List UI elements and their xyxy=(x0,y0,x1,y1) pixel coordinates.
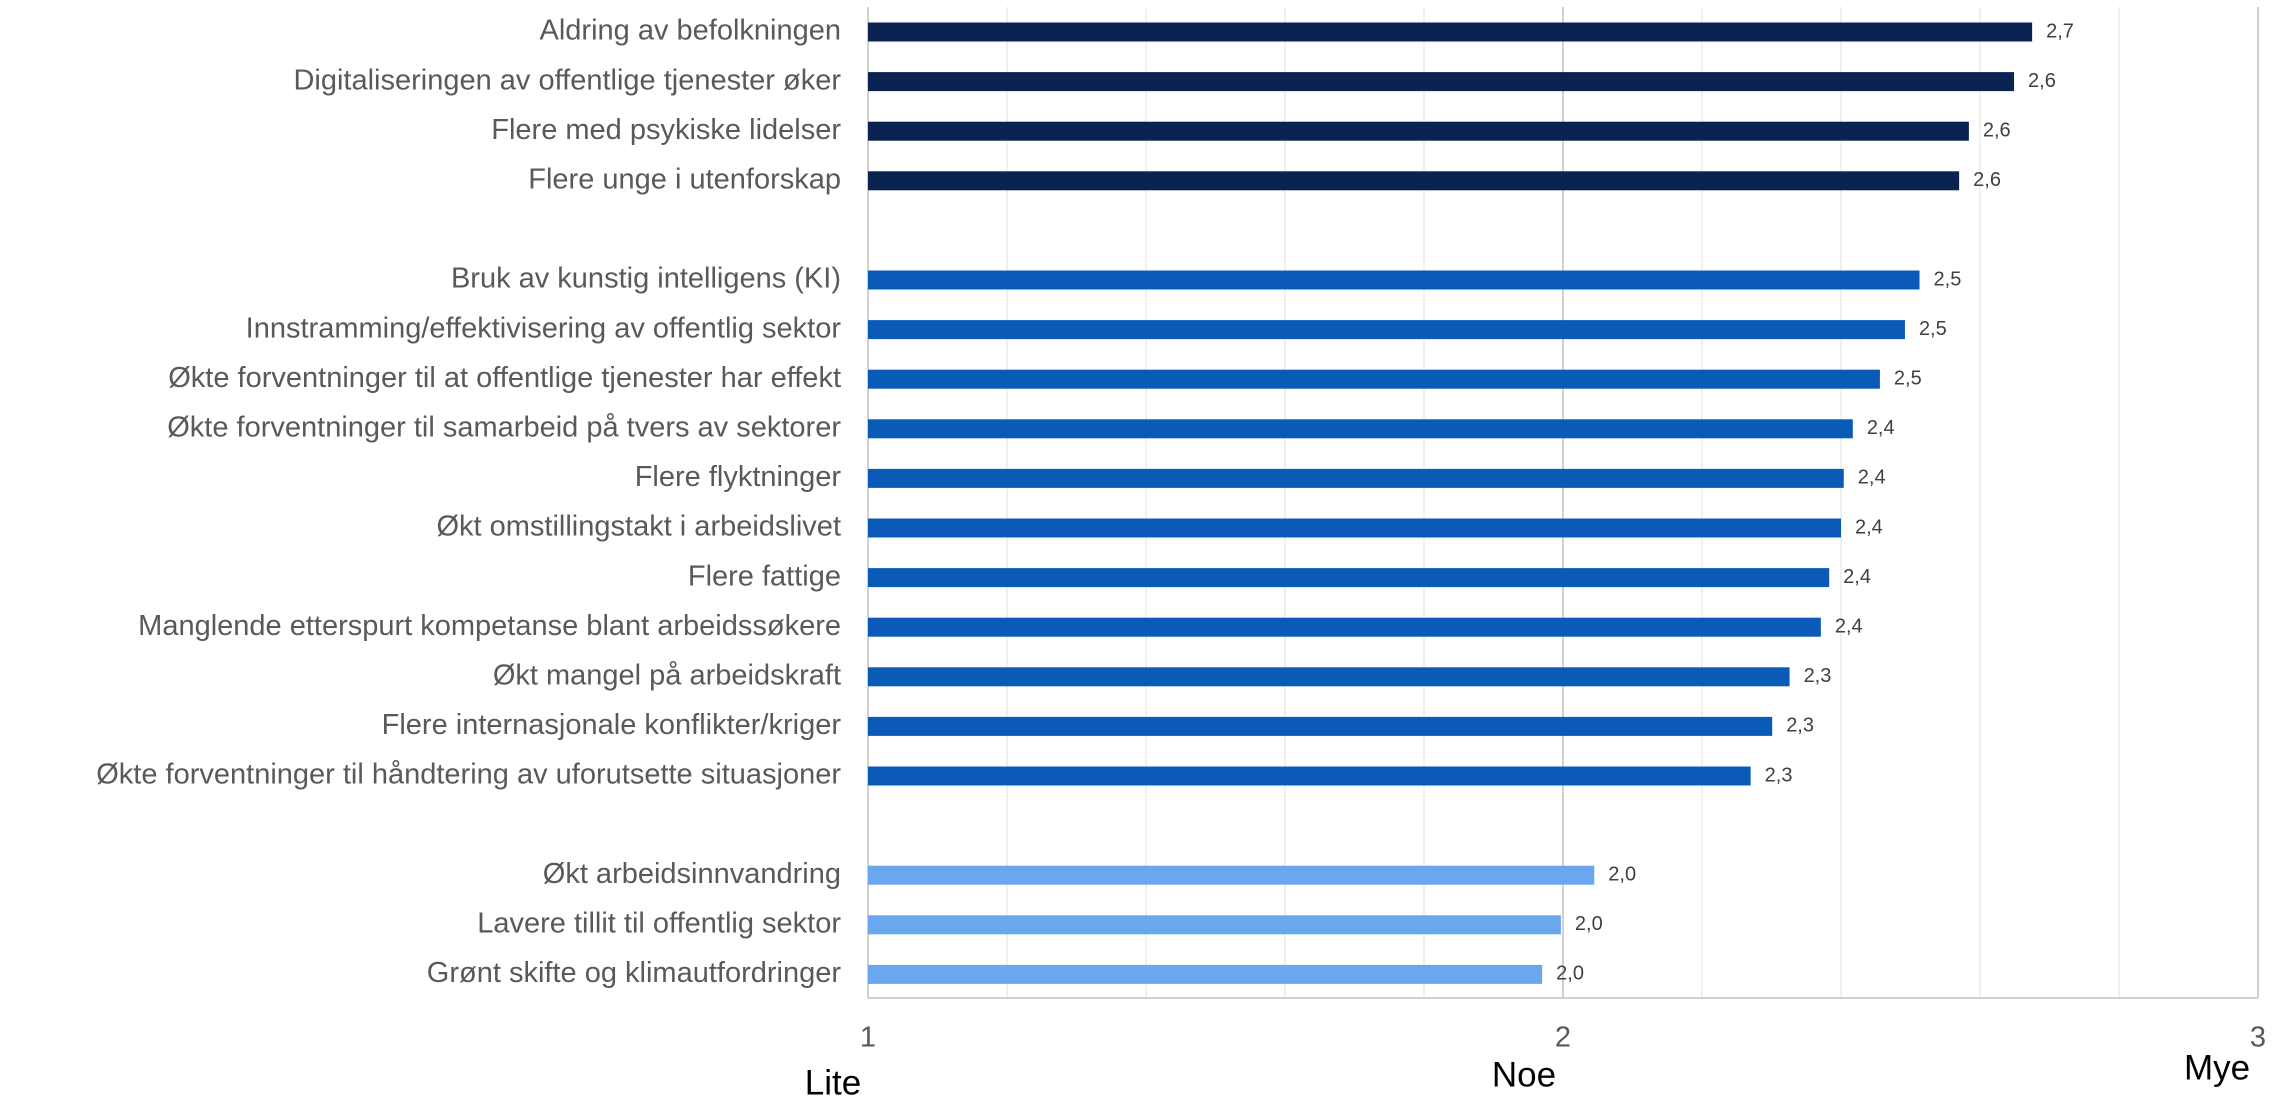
value-label: 2,4 xyxy=(1855,516,1883,538)
x-tick-label: 2 xyxy=(1555,1022,1571,1054)
category-label: Økt omstillingstakt i arbeidslivet xyxy=(436,511,841,543)
value-label: 2,4 xyxy=(1835,615,1863,637)
bar xyxy=(868,369,1880,389)
category-label: Lavere tillit til offentlig sektor xyxy=(477,907,841,939)
category-label: Flere flyktninger xyxy=(635,461,842,493)
axis-annotation: Lite xyxy=(805,1063,861,1098)
category-label: Flere unge i utenforskap xyxy=(528,163,841,195)
value-label: 2,3 xyxy=(1765,764,1793,786)
value-label: 2,0 xyxy=(1556,963,1584,985)
bar xyxy=(868,766,1751,786)
category-label: Manglende etterspurt kompetanse blant ar… xyxy=(138,610,841,642)
value-label: 2,0 xyxy=(1608,863,1636,885)
category-label: Aldring av befolkningen xyxy=(540,15,841,47)
value-label: 2,3 xyxy=(1786,715,1814,737)
value-label: 2,6 xyxy=(2028,70,2056,92)
value-label: 2,4 xyxy=(1843,566,1871,588)
value-label: 2,5 xyxy=(1919,318,1947,340)
value-label: 2,5 xyxy=(1894,367,1922,389)
bar xyxy=(868,964,1543,984)
bar xyxy=(868,171,1960,191)
bar xyxy=(868,667,1790,687)
bar xyxy=(868,270,1920,290)
axis-annotation: Noe xyxy=(1492,1055,1556,1094)
x-tick-label: 1 xyxy=(860,1022,876,1054)
category-label: Økt arbeidsinnvandring xyxy=(543,858,841,890)
bar xyxy=(868,468,1844,488)
bar xyxy=(868,22,2033,42)
category-label: Økt mangel på arbeidskraft xyxy=(493,659,841,691)
category-label: Innstramming/effektivisering av offentli… xyxy=(246,312,842,344)
category-label: Grønt skifte og klimautfordringer xyxy=(427,957,842,989)
value-label: 2,6 xyxy=(1983,119,2011,141)
category-label: Digitaliseringen av offentlige tjenester… xyxy=(293,64,841,96)
axis-annotation: Mye xyxy=(2184,1048,2250,1087)
bar xyxy=(868,568,1830,588)
category-label: Økte forventninger til at offentlige tje… xyxy=(168,362,841,394)
bar xyxy=(868,518,1841,538)
value-label: 2,7 xyxy=(2046,20,2074,42)
value-label: 2,0 xyxy=(1575,913,1603,935)
value-label: 2,5 xyxy=(1934,268,1962,290)
value-label: 2,6 xyxy=(1973,169,2001,191)
bar xyxy=(868,716,1773,736)
bar xyxy=(868,617,1821,637)
category-label: Økte forventninger til samarbeid på tver… xyxy=(167,411,841,443)
bar xyxy=(868,72,2015,92)
bar xyxy=(868,419,1853,439)
value-label: 2,4 xyxy=(1867,417,1895,439)
category-label: Økte forventninger til håndtering av ufo… xyxy=(96,759,841,791)
category-label: Bruk av kunstig intelligens (KI) xyxy=(451,263,841,295)
value-label: 2,3 xyxy=(1804,665,1832,687)
bar xyxy=(868,915,1561,935)
bar xyxy=(868,320,1905,340)
category-label: Flere med psykiske lidelser xyxy=(491,114,841,146)
x-tick-label: 3 xyxy=(2250,1022,2266,1054)
category-label: Flere fattige xyxy=(688,560,841,592)
category-label: Flere internasjonale konflikter/kriger xyxy=(382,709,842,741)
bar xyxy=(868,865,1595,885)
bar xyxy=(868,121,1969,141)
value-label: 2,4 xyxy=(1858,467,1886,489)
